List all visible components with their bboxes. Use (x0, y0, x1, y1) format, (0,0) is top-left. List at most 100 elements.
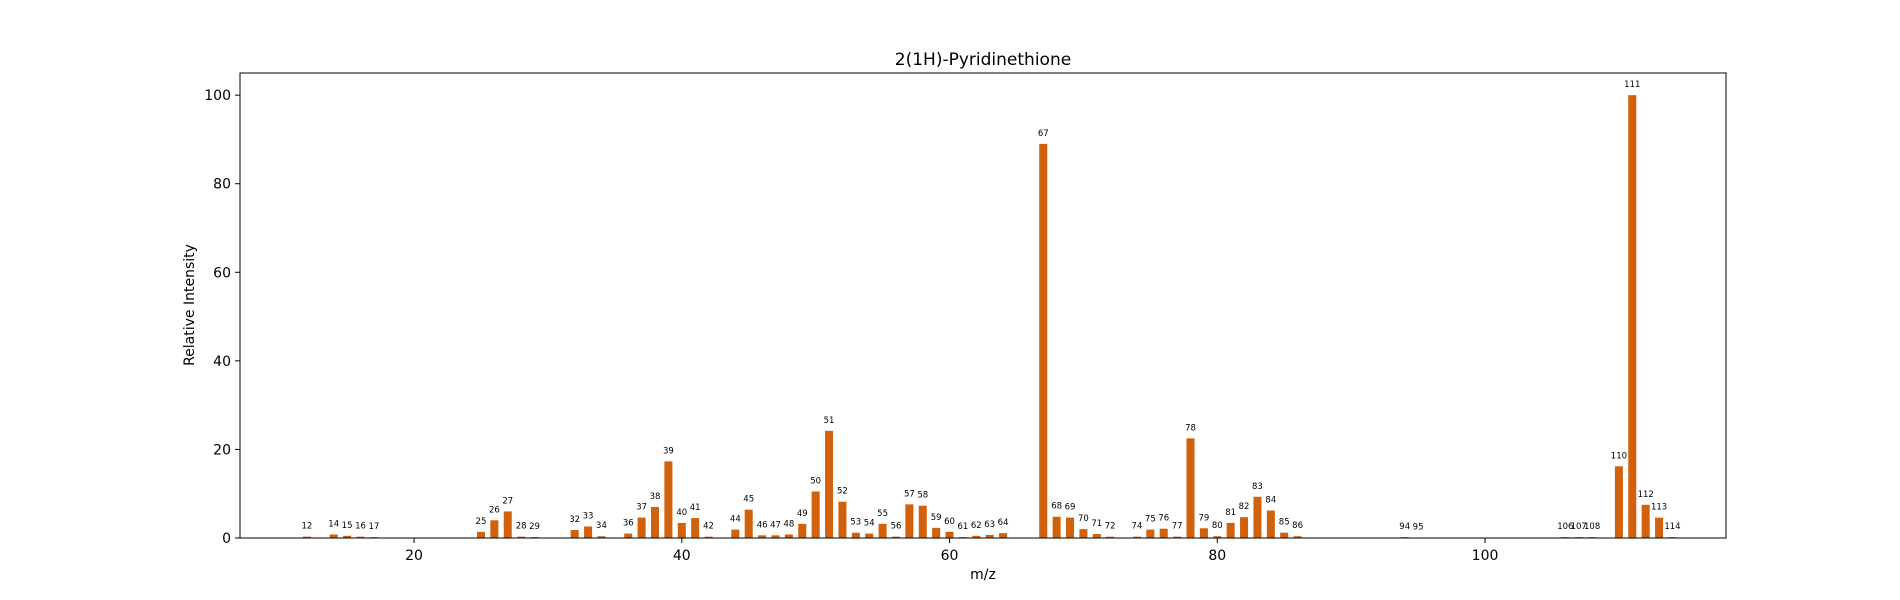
bar-mz-58 (918, 505, 927, 538)
bar-mz-69 (1066, 517, 1075, 538)
bar-label-mz-37: 37 (636, 503, 647, 513)
bar-mz-81 (1226, 522, 1235, 538)
plot-frame (239, 72, 1727, 539)
chart-title: 2(1H)-Pyridinethione (895, 50, 1071, 70)
bar-mz-74 (1132, 536, 1141, 538)
bar-mz-72 (1106, 536, 1115, 538)
bar-mz-36 (624, 533, 633, 538)
bar-mz-51 (825, 430, 834, 538)
bar-mz-53 (851, 532, 860, 538)
bar-label-mz-71: 71 (1091, 519, 1102, 529)
bar-label-mz-54: 54 (864, 519, 875, 529)
y-axis-label: Relative Intensity (182, 244, 198, 366)
bar-mz-80 (1213, 536, 1222, 538)
bar-label-mz-60: 60 (944, 517, 955, 527)
bar-label-mz-83: 83 (1252, 482, 1263, 492)
bar-label-mz-78: 78 (1185, 423, 1196, 433)
bar-label-mz-113: 113 (1651, 503, 1667, 513)
y-tick-label-80: 80 (213, 177, 231, 193)
bar-label-mz-82: 82 (1239, 502, 1250, 512)
bar-label-mz-52: 52 (837, 487, 848, 497)
bar-mz-68 (1052, 516, 1061, 538)
bar-label-mz-16: 16 (355, 522, 366, 532)
bar-label-mz-107: 107 (1571, 522, 1587, 532)
bar-mz-27 (503, 511, 512, 538)
bar-label-mz-84: 84 (1265, 496, 1276, 506)
bar-mz-26 (490, 520, 499, 538)
bar-mz-50 (811, 491, 820, 538)
x-tick-label-40: 40 (673, 548, 691, 564)
bar-label-mz-47: 47 (770, 520, 781, 530)
bar-label-mz-81: 81 (1225, 508, 1236, 518)
bar-label-mz-75: 75 (1145, 515, 1156, 525)
bar-mz-25 (476, 531, 485, 538)
bar-mz-82 (1240, 517, 1249, 538)
bar-label-mz-112: 112 (1638, 490, 1654, 500)
bar-mz-38 (650, 507, 660, 538)
bar-label-mz-48: 48 (783, 519, 794, 529)
bar-label-mz-53: 53 (850, 518, 861, 528)
bar-mz-110 (1614, 466, 1623, 538)
bar-label-mz-42: 42 (703, 522, 714, 532)
y-tick-label-60: 60 (213, 265, 231, 281)
bar-mz-32 (570, 530, 579, 538)
x-tick-label-80: 80 (1208, 548, 1226, 564)
bar-label-mz-27: 27 (502, 496, 513, 506)
bar-label-mz-86: 86 (1292, 521, 1303, 531)
bar-label-mz-94: 94 (1399, 522, 1410, 532)
bar-mz-77 (1173, 536, 1182, 538)
bar-label-mz-36: 36 (623, 519, 634, 529)
bar-label-mz-64: 64 (998, 518, 1009, 528)
bar-mz-83 (1253, 496, 1262, 538)
bar-label-mz-55: 55 (877, 509, 888, 519)
bar-mz-47 (771, 535, 780, 538)
bar-mz-76 (1159, 528, 1168, 538)
bar-label-mz-114: 114 (1664, 522, 1680, 532)
bar-mz-56 (891, 536, 900, 538)
bar-label-mz-49: 49 (797, 509, 808, 519)
bar-label-mz-32: 32 (569, 515, 580, 525)
x-tick-label-20: 20 (405, 548, 423, 564)
y-axis: 0 20 40 60 80 100 (204, 88, 240, 547)
bar-mz-70 (1079, 529, 1088, 538)
bar-mz-12 (302, 536, 311, 538)
y-tick-label-0: 0 (222, 531, 231, 547)
y-tick-label-100: 100 (204, 88, 231, 104)
bar-mz-16 (356, 536, 365, 538)
y-tick-label-20: 20 (213, 442, 231, 458)
bar-label-mz-15: 15 (342, 521, 353, 531)
bar-mz-40 (677, 522, 686, 538)
bar-label-mz-59: 59 (931, 513, 942, 523)
bar-label-mz-70: 70 (1078, 514, 1089, 524)
bar-label-mz-29: 29 (529, 522, 540, 532)
bar-label-mz-68: 68 (1051, 502, 1062, 512)
bar-mz-44 (731, 529, 740, 538)
bar-label-mz-45: 45 (743, 495, 754, 505)
bar-label-mz-26: 26 (489, 505, 500, 515)
bar-label-mz-62: 62 (971, 521, 982, 531)
bar-mz-75 (1146, 529, 1155, 538)
bar-label-mz-74: 74 (1132, 522, 1143, 532)
bar-label-mz-72: 72 (1105, 522, 1116, 532)
bar-mz-79 (1199, 528, 1208, 538)
bar-mz-45 (744, 509, 753, 538)
bar-label-mz-77: 77 (1172, 522, 1183, 532)
bar-mz-113 (1655, 517, 1664, 538)
bar-mz-67 (1039, 143, 1048, 539)
bar-label-mz-34: 34 (596, 521, 607, 531)
bar-mz-60 (945, 531, 954, 538)
bar-mz-85 (1280, 532, 1289, 538)
bar-mz-111 (1628, 95, 1637, 538)
bar-label-mz-110: 110 (1611, 451, 1627, 461)
bar-mz-62 (972, 535, 981, 538)
x-axis-label: m/z (970, 567, 996, 583)
bar-label-mz-33: 33 (583, 511, 594, 521)
x-tick-label-100: 100 (1472, 548, 1499, 564)
bar-label-mz-40: 40 (676, 508, 687, 518)
bar-mz-71 (1092, 534, 1101, 538)
bar-mz-15 (343, 535, 352, 538)
bar-label-mz-50: 50 (810, 477, 821, 487)
bar-label-mz-12: 12 (302, 522, 313, 532)
